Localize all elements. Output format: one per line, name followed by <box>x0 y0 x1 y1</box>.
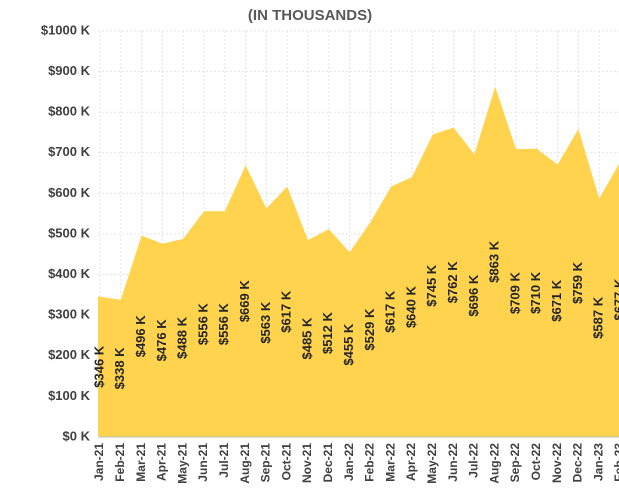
value-label: $587 K <box>591 296 606 339</box>
x-tick-label: Mar-21 <box>134 443 148 482</box>
x-tick-label: Feb-22 <box>363 443 377 482</box>
x-tick-label: Aug-21 <box>238 443 252 484</box>
value-label: $455 K <box>341 323 356 366</box>
x-tick-label: Feb-23 <box>612 443 619 482</box>
value-label: $640 K <box>403 286 418 329</box>
x-tick-label: Mar-22 <box>383 443 397 482</box>
y-tick-label: $0 K <box>63 428 91 443</box>
value-label: $346 K <box>91 345 106 388</box>
value-label: $617 K <box>279 290 294 333</box>
y-tick-label: $800 K <box>48 104 91 119</box>
value-label: $696 K <box>466 274 481 317</box>
value-label: $671 K <box>549 279 564 322</box>
value-label: $556 K <box>195 303 210 346</box>
value-label: $745 K <box>424 264 439 307</box>
y-tick-label: $300 K <box>48 307 91 322</box>
x-tick-label: Apr-22 <box>404 443 418 481</box>
y-tick-label: $600 K <box>48 185 91 200</box>
value-label: $563 K <box>258 301 273 344</box>
x-tick-label: Oct-21 <box>279 443 293 481</box>
x-tick-label: Jan-21 <box>92 443 106 481</box>
value-label: $488 K <box>175 316 190 359</box>
y-tick-label: $100 K <box>48 388 91 403</box>
value-label: $512 K <box>320 311 335 354</box>
value-label: $338 K <box>112 347 127 390</box>
x-tick-label: Jan-22 <box>342 443 356 481</box>
x-tick-label: May-21 <box>175 443 189 484</box>
value-label: $529 K <box>362 308 377 351</box>
x-tick-label: Oct-22 <box>529 443 543 481</box>
y-tick-label: $200 K <box>48 347 91 362</box>
x-tick-label: Jul-22 <box>467 443 481 478</box>
x-tick-label: Feb-21 <box>113 443 127 482</box>
x-tick-label: Nov-22 <box>550 443 564 483</box>
x-tick-label: Jul-21 <box>217 443 231 478</box>
value-label: $485 K <box>299 317 314 360</box>
x-tick-label: Jan-23 <box>591 443 605 481</box>
x-tick-label: May-22 <box>425 443 439 484</box>
x-tick-label: Apr-21 <box>155 443 169 481</box>
value-label: $677 K <box>611 278 619 321</box>
x-tick-label: Aug-22 <box>487 443 501 484</box>
x-tick-label: Sep-21 <box>259 443 273 483</box>
value-label: $709 K <box>507 272 522 315</box>
value-label: $476 K <box>154 319 169 362</box>
value-label: $496 K <box>133 315 148 358</box>
x-tick-label: Dec-22 <box>571 443 585 483</box>
value-label: $759 K <box>570 261 585 304</box>
value-label: $556 K <box>216 303 231 346</box>
value-label: $617 K <box>383 290 398 333</box>
y-tick-label: $700 K <box>48 144 91 159</box>
x-tick-label: Sep-22 <box>508 443 522 483</box>
area <box>98 86 619 437</box>
x-tick-label: Jun-21 <box>196 443 210 482</box>
value-label: $669 K <box>237 280 252 323</box>
x-tick-label: Dec-21 <box>321 443 335 483</box>
y-tick-label: $400 K <box>48 266 91 281</box>
value-label: $762 K <box>445 261 460 304</box>
value-label: $863 K <box>487 240 502 283</box>
x-tick-label: Nov-21 <box>300 443 314 483</box>
chart-title: (IN THOUSANDS) <box>248 7 372 24</box>
value-label: $710 K <box>528 271 543 314</box>
y-tick-label: $500 K <box>48 225 91 240</box>
x-tick-label: Jun-22 <box>446 443 460 482</box>
y-tick-label: $1000 K <box>41 22 91 37</box>
y-tick-label: $900 K <box>48 63 91 78</box>
